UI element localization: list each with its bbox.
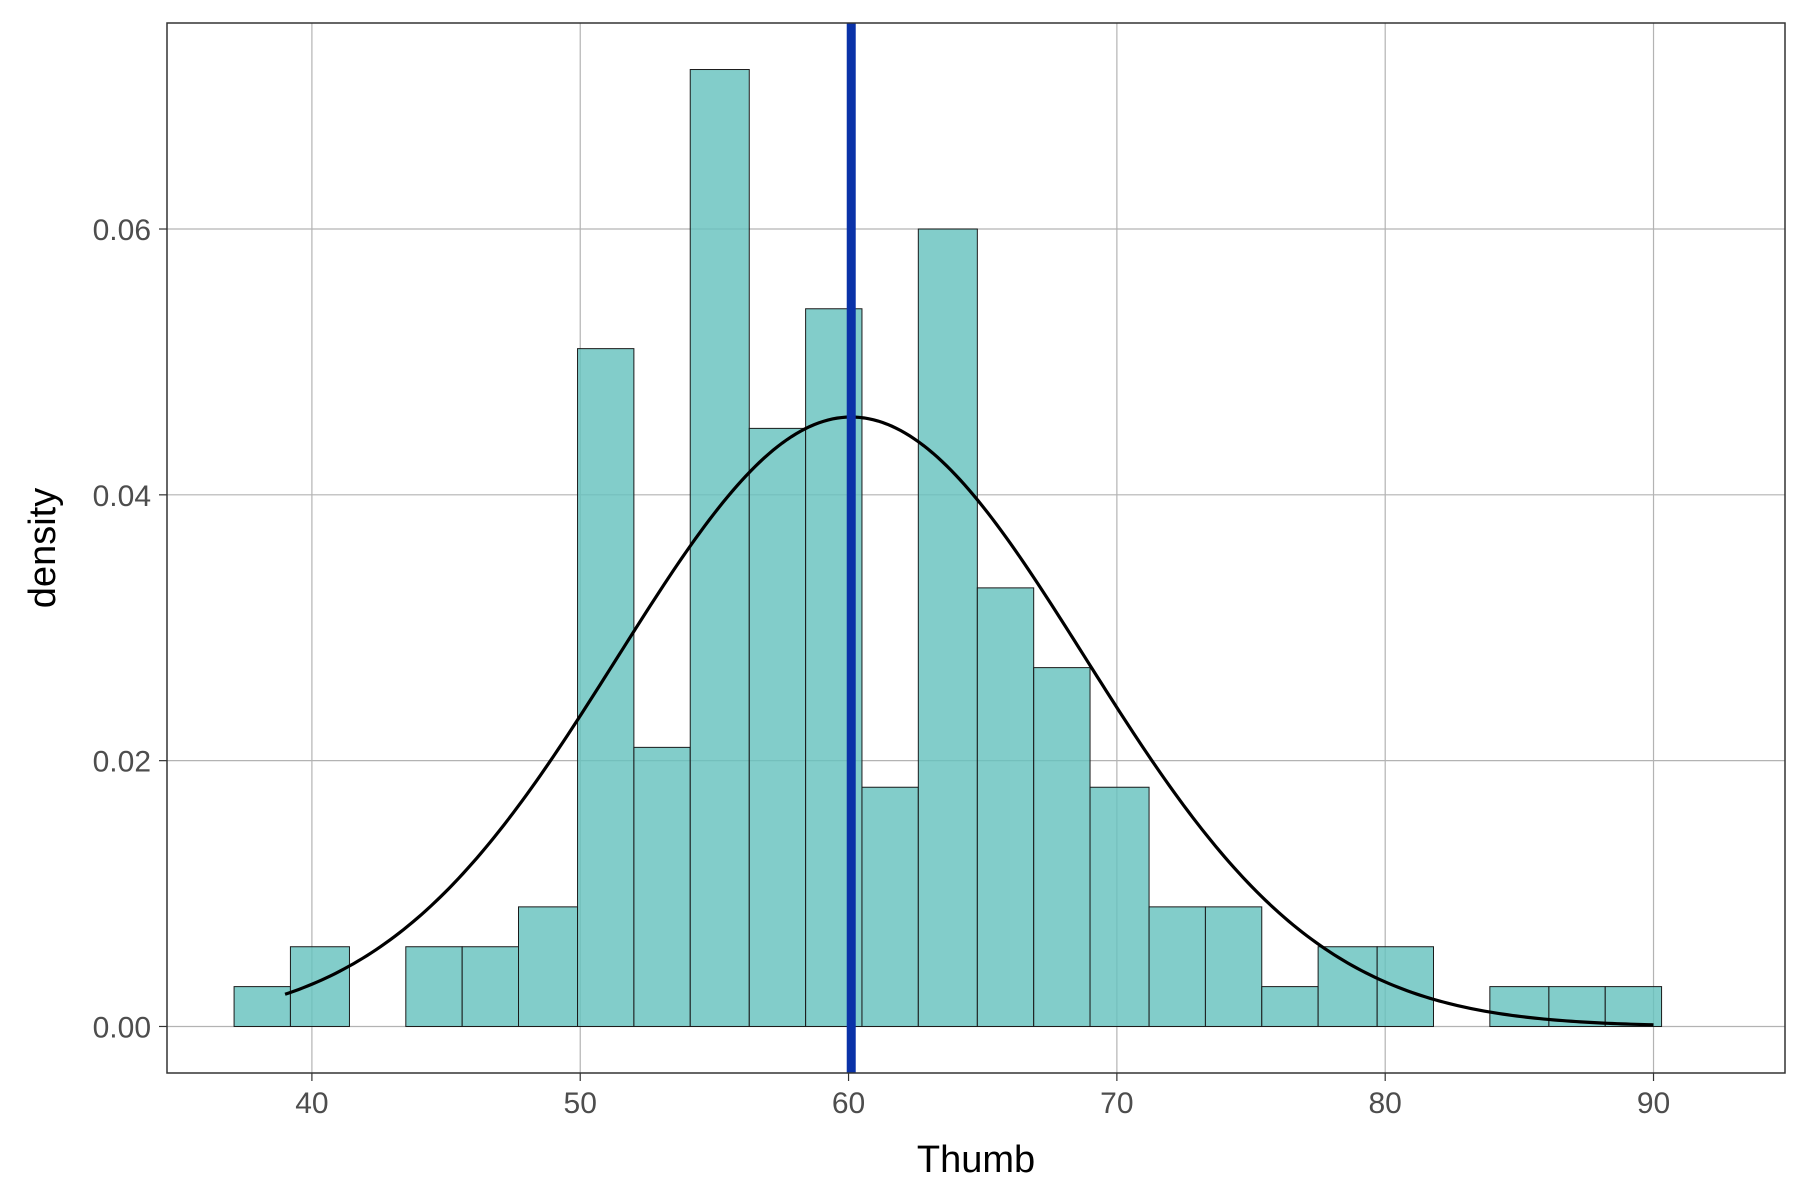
histogram-bar-12	[917, 228, 978, 1027]
histogram-bar-1	[289, 946, 350, 1027]
plot-panel-border	[166, 22, 1786, 1074]
histogram-bar-9	[748, 427, 807, 1027]
histogram-bar-0	[233, 986, 291, 1027]
axes: 40 50 60 70 80 90 0.00 0.02 0.04 0.06	[93, 214, 1671, 1120]
histogram-bar-19	[1317, 946, 1378, 1027]
histogram-bar-8	[689, 69, 750, 1027]
y-tick-label-0.00: 0.00	[93, 1011, 151, 1044]
y-tick-label-0.02: 0.02	[93, 746, 151, 779]
x-tick-label-80: 80	[1369, 1087, 1402, 1120]
histogram-bar-5	[518, 906, 579, 1027]
histogram-bars	[233, 69, 1663, 1027]
histogram-bar-18	[1261, 986, 1319, 1027]
histogram-bar-16	[1148, 906, 1206, 1027]
histogram-bar-17	[1204, 906, 1263, 1027]
histogram-bar-24	[1604, 986, 1663, 1027]
histogram-bar-22	[1489, 986, 1550, 1027]
histogram-bar-14	[1033, 667, 1091, 1027]
x-tick-label-40: 40	[295, 1087, 328, 1120]
x-tick-label-70: 70	[1100, 1087, 1133, 1120]
y-tick-label-0.04: 0.04	[93, 480, 151, 513]
normal-density-curve	[284, 415, 1654, 1027]
histogram-bar-7	[633, 746, 691, 1027]
x-tick-label-60: 60	[832, 1087, 865, 1120]
histogram-bar-15	[1089, 786, 1150, 1027]
histogram-bar-3	[405, 946, 463, 1027]
x-tick-label-90: 90	[1637, 1087, 1670, 1120]
y-axis-title: density	[22, 488, 64, 608]
histogram-bar-11	[861, 786, 919, 1027]
y-tick-label-0.06: 0.06	[93, 214, 151, 247]
histogram-bar-13	[976, 587, 1035, 1027]
density-curve-layer	[284, 415, 1654, 1027]
histogram-bar-20	[1376, 946, 1434, 1027]
x-tick-label-50: 50	[564, 1087, 597, 1120]
histogram-bar-6	[577, 348, 635, 1027]
histogram-bar-4	[461, 946, 520, 1027]
x-axis-title: Thumb	[917, 1139, 1035, 1181]
